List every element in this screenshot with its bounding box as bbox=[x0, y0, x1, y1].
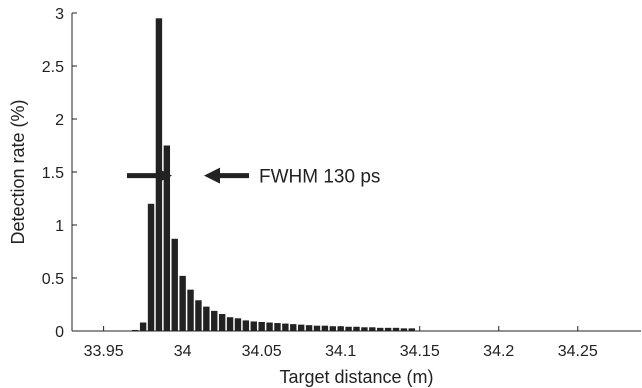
fwhm-label: FWHM 130 ps bbox=[259, 167, 380, 188]
x-tick-label: 34.25 bbox=[558, 343, 598, 360]
histogram-bar bbox=[203, 306, 210, 331]
left-arrow-head bbox=[156, 167, 172, 184]
histogram-bar bbox=[297, 324, 305, 331]
x-ticks-group: 33.95 34 34.05 34.1 34.15 34.2 34.25 bbox=[84, 326, 598, 360]
x-tick-label: 34.1 bbox=[325, 343, 356, 360]
y-tick-label: 1.5 bbox=[42, 165, 64, 182]
histogram-bar bbox=[384, 327, 392, 331]
histogram-bar bbox=[329, 326, 336, 331]
y-tick-label: 2 bbox=[55, 112, 64, 129]
y-axis-label: Detection rate (%) bbox=[8, 99, 28, 244]
histogram-bar bbox=[408, 328, 416, 331]
histogram-bar bbox=[147, 203, 155, 331]
y-tick-label: 3 bbox=[55, 6, 64, 23]
histogram-bar bbox=[361, 327, 368, 331]
y-ticks-group: 0 0.5 1 1.5 2 2.5 3 bbox=[42, 6, 77, 341]
right-arrow-head bbox=[204, 167, 220, 184]
histogram-bar bbox=[171, 238, 178, 331]
histogram-bar bbox=[139, 322, 147, 331]
histogram-bar bbox=[250, 321, 257, 331]
histogram-bar bbox=[195, 300, 202, 331]
histogram-bar bbox=[321, 325, 329, 331]
histogram-bar bbox=[400, 328, 408, 331]
x-tick-label: 34.2 bbox=[483, 343, 514, 360]
histogram-bar bbox=[290, 324, 297, 331]
histogram-bar bbox=[179, 275, 186, 331]
x-tick-label: 33.95 bbox=[84, 343, 124, 360]
histogram-bar bbox=[266, 322, 273, 331]
x-tick-label: 34.05 bbox=[242, 343, 282, 360]
histogram-bar bbox=[377, 327, 384, 331]
x-tick-label: 34 bbox=[174, 343, 192, 360]
histogram-bar bbox=[345, 326, 352, 331]
histogram-bar bbox=[392, 327, 400, 331]
histogram-bar bbox=[313, 325, 321, 331]
y-tick-label: 1 bbox=[55, 218, 64, 235]
y-tick-label: 2.5 bbox=[42, 59, 64, 76]
histogram-bar bbox=[211, 310, 218, 331]
x-axis-label: Target distance (m) bbox=[279, 367, 433, 387]
histogram-bar bbox=[187, 289, 194, 331]
histogram-bar bbox=[369, 327, 376, 331]
histogram-bar bbox=[132, 329, 139, 331]
histogram-bar bbox=[353, 326, 360, 331]
x-tick-label: 34.15 bbox=[400, 343, 440, 360]
histogram-bar bbox=[234, 318, 242, 331]
histogram-bar bbox=[242, 320, 250, 331]
histogram-bar bbox=[305, 325, 313, 331]
histogram-bar bbox=[163, 145, 171, 331]
y-tick-label: 0 bbox=[55, 324, 64, 341]
y-tick-label: 0.5 bbox=[42, 271, 64, 288]
histogram-bar bbox=[218, 314, 226, 331]
fwhm-annotation: FWHM 130 ps bbox=[127, 167, 380, 188]
histogram-bar bbox=[226, 317, 234, 331]
histogram-bar bbox=[274, 323, 281, 331]
histogram-bar bbox=[282, 323, 289, 331]
